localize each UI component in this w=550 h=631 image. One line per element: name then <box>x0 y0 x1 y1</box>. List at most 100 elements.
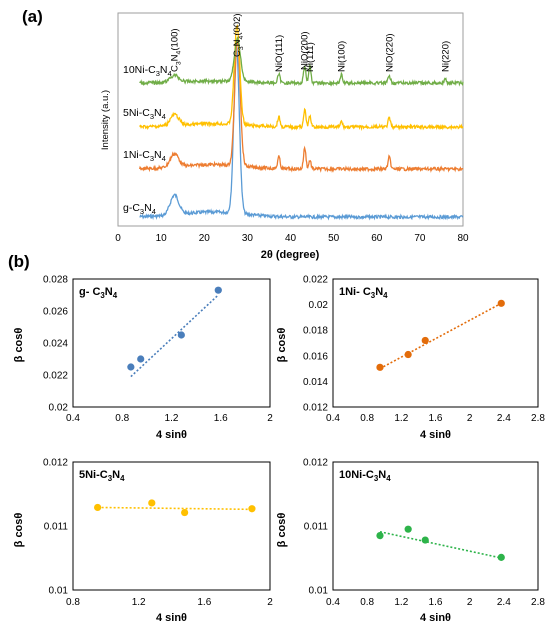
xrd-peak-labels: C3N4(100)C3N4(002)NiO(111) NiO(200)Ni(111… <box>169 13 451 72</box>
scatter-plot-frame <box>72 278 271 408</box>
panel-b-label: (b) <box>8 252 30 271</box>
scatter-point <box>497 299 505 307</box>
scatter-y-tick-label: 0.012 <box>43 458 68 469</box>
peak-label-text-part: 4 <box>238 35 245 39</box>
scatter-trend-line <box>379 530 502 559</box>
xrd-x-axis-label: 2θ (degree) <box>261 249 320 261</box>
xrd-x-tick-label: 60 <box>371 233 383 244</box>
scatter-sample-label-part: N <box>375 286 383 298</box>
scatter-x-tick-label: 0.8 <box>115 413 129 424</box>
scatter-sample-label-part: 1Ni- C <box>339 286 371 298</box>
scatter-x-tick-label: 1.2 <box>394 597 408 608</box>
scatter-x-axis-label: 4 sinθ <box>156 612 187 624</box>
peak-label-text-part: 4 <box>175 50 182 54</box>
peak-label-text-part: N <box>169 54 180 61</box>
xrd-x-tick-label: 30 <box>242 233 254 244</box>
xrd-x-tick-label: 70 <box>414 233 426 244</box>
xrd-series-label-part: 5Ni-C <box>123 107 150 119</box>
scatter-x-tick-label: 2.8 <box>531 413 545 424</box>
scatter-sample-label-part: 3 <box>108 474 113 483</box>
scatter-x-tick-label: 2.4 <box>497 413 511 424</box>
peak-label-text: NiO(200) <box>300 31 311 70</box>
xrd-peak-label: Ni(220) <box>440 41 451 72</box>
xrd-series-label-part: g-C <box>123 202 140 214</box>
peak-label-text-part: (002) <box>232 13 243 35</box>
xrd-series-label-part: 4 <box>162 112 166 121</box>
scatter-x-tick-label: 0.4 <box>326 597 340 608</box>
peak-label-text: Ni(220) <box>440 41 451 72</box>
scatter-point <box>497 553 505 561</box>
scatter-point <box>148 499 156 507</box>
scatter-x-tick-label: 0.4 <box>66 413 80 424</box>
scatter-x-axis-label: 4 sinθ <box>420 612 451 624</box>
scatter-x-tick-label: 0.8 <box>360 413 374 424</box>
scatter-sample-label: 1Ni- C3N4 <box>339 286 388 300</box>
scatter-panel-g-c3n4: 0.4 0.8 1.2 1.6 2 0.02 0.022 0.024 0.026 0.028 4 s… <box>13 275 273 442</box>
scatter-x-axis-label: 4 sinθ <box>156 429 187 441</box>
xrd-series-label: 1Ni-C3N4 <box>123 149 166 163</box>
scatter-trend-line <box>97 506 252 511</box>
xrd-series-label-part: N <box>154 107 162 119</box>
xrd-peak-label: C3N4(100) <box>169 28 182 72</box>
scatter-x-tick-label: 1.6 <box>429 597 443 608</box>
scatter-plot-frame <box>332 278 539 408</box>
xrd-trace-1ni-c3n4 <box>138 40 464 174</box>
xrd-series-label-part: N <box>154 149 162 161</box>
scatter-point <box>404 350 412 359</box>
scatter-y-tick-label: 0.028 <box>43 275 68 286</box>
xrd-peak-label: Ni(111) <box>305 42 316 72</box>
scatter-sample-label-part: 3 <box>371 291 376 300</box>
scatter-x-tick-label: 1.6 <box>214 413 228 424</box>
peak-label-text-part: C <box>232 50 243 57</box>
scatter-x-tick-label: 1.2 <box>132 597 146 608</box>
scatter-x-tick-label: 1.2 <box>394 413 408 424</box>
xrd-peak-label: NiO(111) <box>274 35 285 72</box>
scatter-y-tick-label: 0.016 <box>303 351 328 362</box>
scatter-y-tick-label: 0.02 <box>49 403 69 414</box>
xrd-series-label-part: 10Ni-C <box>123 64 156 76</box>
scatter-point <box>376 363 384 371</box>
scatter-x-tick-label: 1.6 <box>197 597 211 608</box>
scatter-point <box>214 286 222 294</box>
scatter-sample-label: 5Ni-C3N4 <box>79 469 125 483</box>
scatter-x-axis-label: 4 sinθ <box>420 429 451 441</box>
scatter-x-tick-label: 2.4 <box>497 597 511 608</box>
xrd-series-label-part: N <box>144 202 152 214</box>
scatter-sample-label-part: N <box>378 469 386 481</box>
scatter-y-axis-label: β cosθ <box>276 328 288 363</box>
xrd-x-tick-label: 80 <box>457 233 469 244</box>
scatter-sample-label-part: 4 <box>120 474 125 483</box>
xrd-peak-label: NiO(200) <box>300 31 311 70</box>
xrd-chart: 0 10 20 30 40 50 60 70 80 C3N4(100)C3N4(002)NiO(… <box>100 12 469 261</box>
xrd-series-label-part: 3 <box>140 207 144 216</box>
peak-label-text: Ni(111) <box>305 42 316 72</box>
peak-label-text-part: Ni(220) <box>440 41 451 72</box>
scatter-point <box>127 363 135 371</box>
peak-label-text-part: Ni(111) <box>305 42 316 72</box>
scatter-point <box>421 336 429 345</box>
scatter-panel-1ni-c3n4: 0.4 0.8 1.2 1.6 2 2.4 2.8 0.012 0.014 0.016 0.018 0… <box>276 275 545 442</box>
xrd-x-ticks: 0 10 20 30 40 50 60 70 80 <box>115 233 469 244</box>
scatter-x-tick-label: 2 <box>467 597 473 608</box>
xrd-traces <box>138 24 464 221</box>
xrd-peak-label: NiO(220) <box>384 33 395 72</box>
xrd-x-tick-label: 0 <box>115 233 121 244</box>
scatter-point <box>421 536 429 544</box>
peak-label-text: Ni(100) <box>336 41 347 72</box>
xrd-trace-g-c3n4 <box>139 47 464 221</box>
peak-label-text: NiO(111) <box>274 35 285 72</box>
xrd-series-label: 10Ni-C3N4 <box>123 64 172 78</box>
xrd-series-label-part: 4 <box>152 207 156 216</box>
scatter-plot-frame <box>332 461 539 591</box>
xrd-x-tick-label: 40 <box>285 233 297 244</box>
peak-label-text-part: NiO(220) <box>384 33 395 72</box>
scatter-y-tick-label: 0.022 <box>43 371 68 382</box>
scatter-y-tick-label: 0.011 <box>304 522 329 533</box>
xrd-plot-frame <box>117 12 464 227</box>
scatter-sample-label-part: g- C <box>79 286 100 298</box>
scatter-x-tick-label: 2 <box>467 413 473 424</box>
scatter-y-tick-label: 0.011 <box>44 522 69 533</box>
scatter-y-tick-label: 0.024 <box>43 339 68 350</box>
scatter-y-tick-label: 0.026 <box>43 307 68 318</box>
